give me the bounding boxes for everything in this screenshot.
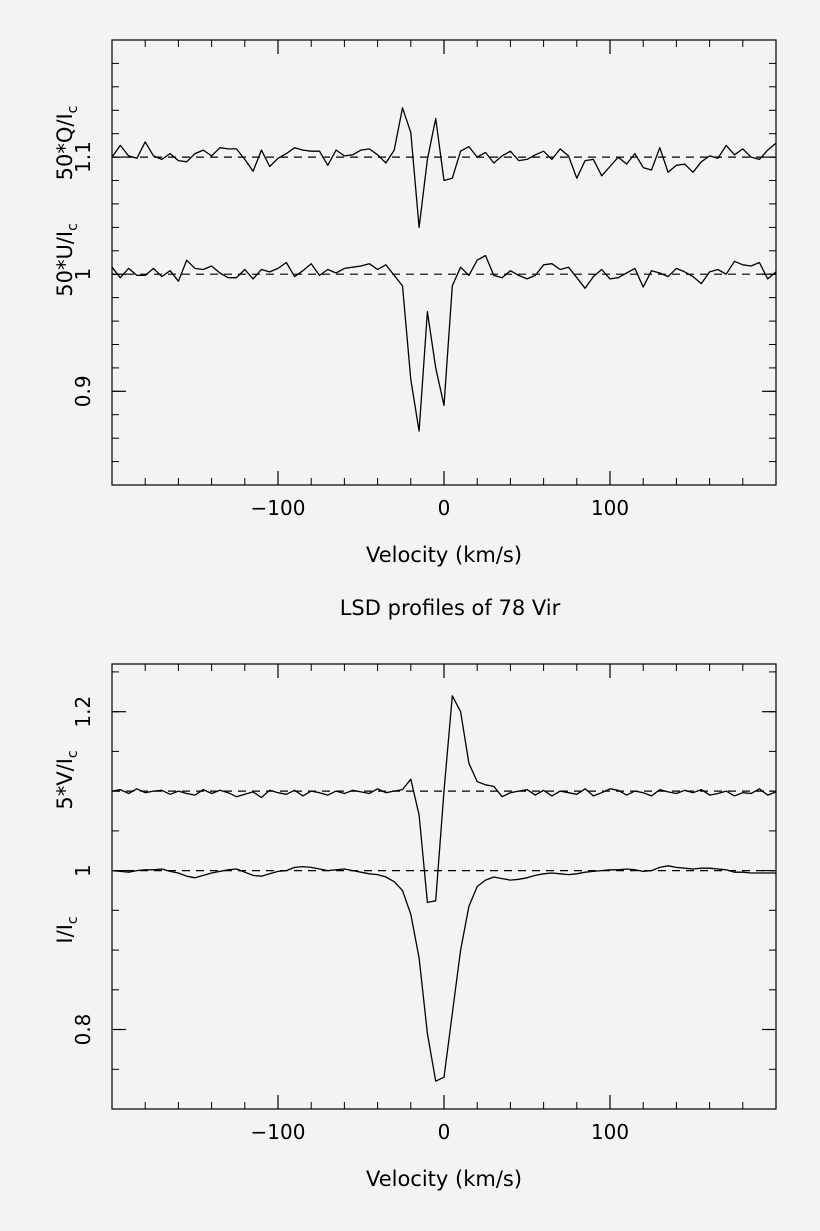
svg-text:50*U/Ic: 50*U/Ic	[53, 223, 81, 297]
bottom-series	[111, 695, 777, 1082]
bottom-x-tick-label: 0	[438, 1120, 451, 1144]
top-series-line-1	[111, 254, 777, 432]
bottom-series-line-1	[111, 865, 776, 1082]
top-y-axis-label-lower: 50*U/Ic	[53, 223, 81, 297]
bottom-y-axis-label-lower: I/Ic	[53, 916, 81, 943]
top-plot-frame	[111, 39, 777, 486]
bottom-minor-ticks	[111, 664, 777, 1110]
top-major-ticks	[112, 40, 776, 485]
top-y-tick-label: 1	[71, 268, 95, 281]
bottom-y-label-upper-main: 5*V/I	[53, 758, 77, 810]
svg-text:I/Ic: I/Ic	[53, 916, 81, 943]
top-y-axis-label-upper: 50*Q/Ic	[53, 106, 81, 181]
bottom-tick-labels: −100 0 100 0.8 1 1.2	[71, 696, 629, 1144]
top-y-label-upper-sub: c	[65, 106, 81, 114]
top-y-label-lower-sub: c	[65, 223, 81, 231]
top-series	[111, 107, 777, 432]
bottom-major-ticks	[112, 664, 776, 1109]
top-series-line-0	[111, 107, 777, 229]
bottom-x-axis-label: Velocity (km/s)	[366, 1167, 522, 1191]
bottom-y-tick-label: 1.2	[71, 696, 95, 728]
top-x-tick-label: −100	[251, 496, 306, 520]
bottom-y-label-lower-main: I/I	[53, 924, 77, 943]
bottom-series-line-0	[111, 695, 777, 904]
top-x-tick-label: 0	[438, 496, 451, 520]
bottom-plot-frame	[111, 663, 777, 1110]
top-reference-lines	[112, 156, 776, 275]
bottom-y-label-upper-sub: c	[65, 750, 81, 758]
top-x-axis-label: Velocity (km/s)	[366, 543, 522, 567]
svg-text:5*V/Ic: 5*V/Ic	[53, 750, 81, 809]
svg-text:50*Q/Ic: 50*Q/Ic	[53, 106, 81, 181]
bottom-x-tick-label: 100	[591, 1120, 629, 1144]
bottom-y-label-lower-sub: c	[65, 916, 81, 924]
bottom-y-axis-label-upper: 5*V/Ic	[53, 750, 81, 809]
top-x-tick-label: 100	[591, 496, 629, 520]
top-y-tick-label: 0.9	[71, 375, 95, 407]
bottom-x-tick-label: −100	[251, 1120, 306, 1144]
top-y-label-upper-main: 50*Q/I	[53, 113, 77, 180]
bottom-y-tick-label: 0.8	[71, 1014, 95, 1046]
top-minor-ticks	[111, 39, 777, 486]
figure-title: LSD profiles of 78 Vir	[340, 596, 561, 620]
top-y-label-lower-main: 50*U/I	[53, 231, 77, 297]
top-y-tick-label: 1.1	[71, 141, 95, 173]
top-tick-labels: −100 0 100 0.9 1 1.1	[71, 141, 629, 520]
bottom-reference-lines	[112, 790, 776, 872]
bottom-y-tick-label: 1	[71, 864, 95, 877]
